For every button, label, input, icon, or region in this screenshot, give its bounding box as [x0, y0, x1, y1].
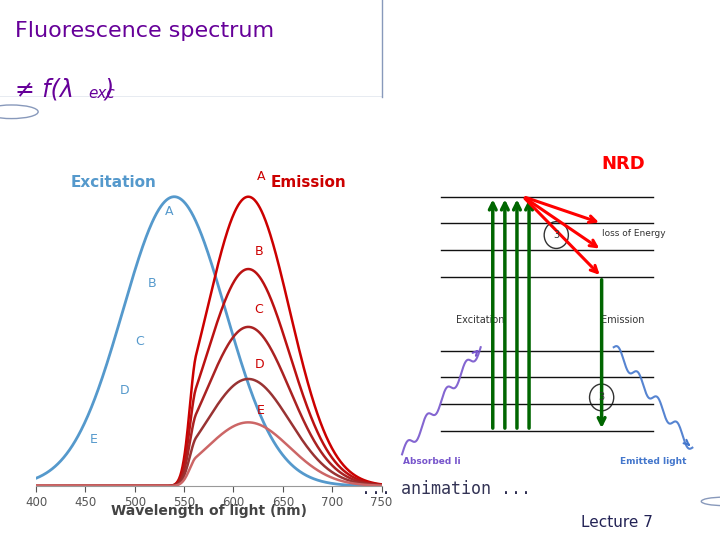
Text: E: E: [257, 404, 265, 417]
Text: ... animation ...: ... animation ...: [361, 480, 531, 498]
Text: Fluorescence spectrum: Fluorescence spectrum: [15, 22, 274, 42]
Text: A: A: [257, 170, 266, 183]
Text: C: C: [253, 303, 263, 316]
Text: NRD: NRD: [601, 155, 644, 173]
Text: Lecture 7: Lecture 7: [581, 515, 653, 530]
Text: D: D: [254, 358, 264, 371]
Text: B: B: [255, 245, 264, 258]
Text: ≠ f(λ: ≠ f(λ: [15, 78, 74, 102]
Text: E: E: [89, 433, 97, 446]
Text: C: C: [135, 335, 144, 348]
Text: Emission: Emission: [271, 175, 347, 190]
Text: exc: exc: [89, 85, 115, 100]
Text: Emission: Emission: [601, 315, 644, 326]
Text: D: D: [120, 384, 130, 397]
Text: A: A: [165, 205, 174, 218]
Text: 3: 3: [598, 393, 605, 402]
Text: ): ): [105, 78, 114, 102]
Text: loss of Energy: loss of Energy: [602, 229, 665, 238]
Text: 3: 3: [553, 230, 559, 240]
Text: Excitation: Excitation: [456, 315, 505, 326]
Text: Emitted light: Emitted light: [620, 457, 686, 467]
Text: Excitation: Excitation: [71, 175, 156, 190]
Text: Wavelength of light (nm): Wavelength of light (nm): [111, 504, 307, 518]
Text: Absorbed li: Absorbed li: [403, 457, 461, 467]
Text: B: B: [148, 277, 157, 290]
